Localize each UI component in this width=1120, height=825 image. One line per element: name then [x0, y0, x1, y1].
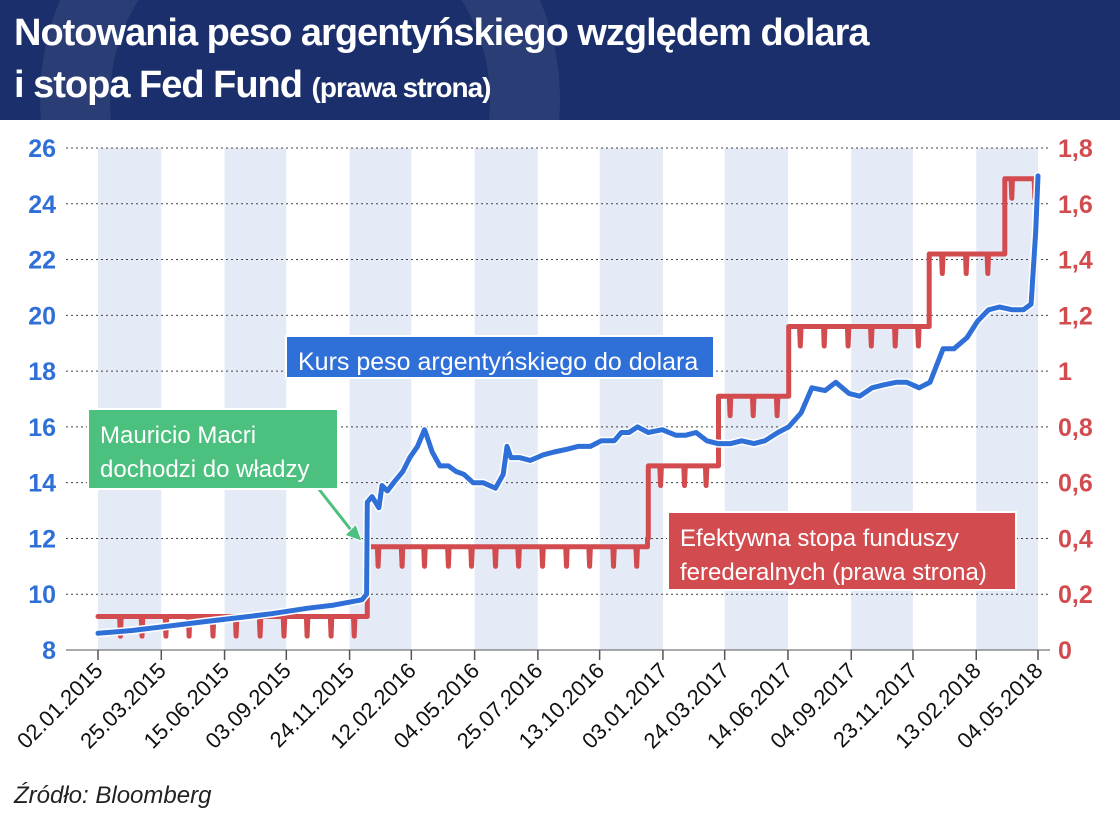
right-y-tick-label: 1 [1058, 358, 1072, 386]
peso-label-box [285, 335, 715, 379]
fed-funds-rate-line [95, 173, 1041, 639]
background-band [599, 148, 663, 650]
macri-label-text: Mauricio Macri [100, 422, 256, 449]
annotations: Kurs peso argentyńskiego do dolara Mauric… [87, 335, 1017, 591]
fed-label-text: ferederalnych (prawa strona) [680, 559, 987, 586]
fed-label-text: Efektywna stopa funduszy [680, 525, 959, 552]
right-y-tick-label: 0,2 [1058, 581, 1093, 609]
left-y-tick-label: 18 [28, 358, 56, 386]
left-y-tick-label: 14 [28, 470, 56, 498]
right-y-tick-label: 1,8 [1058, 135, 1093, 163]
left-y-axis: 8 10 12 14 16 18 20 22 24 26 [28, 135, 56, 665]
source-note: Źródło: Bloomberg [14, 782, 212, 809]
series-layer [94, 171, 1042, 639]
left-y-tick-label: 22 [28, 247, 56, 275]
left-y-tick-label: 8 [42, 637, 56, 665]
peso-exchange-rate-line [95, 173, 1041, 636]
background-band [98, 148, 162, 650]
right-y-tick-label: 1,4 [1058, 247, 1093, 275]
macri-arrow-line [316, 487, 354, 533]
right-y-axis: 0 0,2 0,4 0,6 0,8 1 1,2 1,4 1,6 1,8 [1058, 135, 1093, 665]
chart-title-sub: (prawa strona) [311, 72, 492, 103]
chart-title-line1: Notowania peso argentyńskiego względem d… [14, 12, 870, 54]
left-y-tick-label: 20 [28, 302, 56, 330]
macri-label-box [87, 408, 339, 490]
peso-label-text: Kurs peso argentyńskiego do dolara [298, 348, 698, 376]
right-y-tick-label: 0,8 [1058, 414, 1093, 442]
background-band [349, 148, 412, 650]
macri-label-text: dochodzi do władzy [100, 456, 309, 483]
chart-title-main: i stopa Fed Fund [14, 64, 303, 106]
left-y-tick-label: 24 [28, 191, 56, 219]
x-axis: 02.01.201525.03.201515.06.201503.09.2015… [12, 649, 1050, 753]
right-y-tick-label: 1,6 [1058, 191, 1093, 219]
background-band [474, 148, 538, 650]
fed-label-box [667, 511, 1017, 591]
left-y-tick-label: 12 [28, 525, 56, 553]
right-y-tick-label: 0 [1058, 637, 1072, 665]
right-y-tick-label: 0,6 [1058, 470, 1093, 498]
right-y-tick-label: 1,2 [1058, 302, 1093, 330]
left-y-tick-label: 16 [28, 414, 56, 442]
macri-arrow-head [344, 523, 363, 543]
left-y-tick-label: 26 [28, 135, 56, 163]
left-y-tick-label: 10 [28, 581, 56, 609]
line-chart: 8 10 12 14 16 18 20 22 24 26 0 0,2 0,4 0,6 0,8 1 1,2 1,4… [12, 135, 1093, 753]
chart-title-line2: i stopa Fed Fund (prawa strona) [14, 64, 492, 107]
background-band [224, 148, 287, 650]
header: Notowania peso argentyńskiego względem d… [0, 0, 1120, 120]
right-y-tick-label: 0,4 [1058, 525, 1093, 553]
